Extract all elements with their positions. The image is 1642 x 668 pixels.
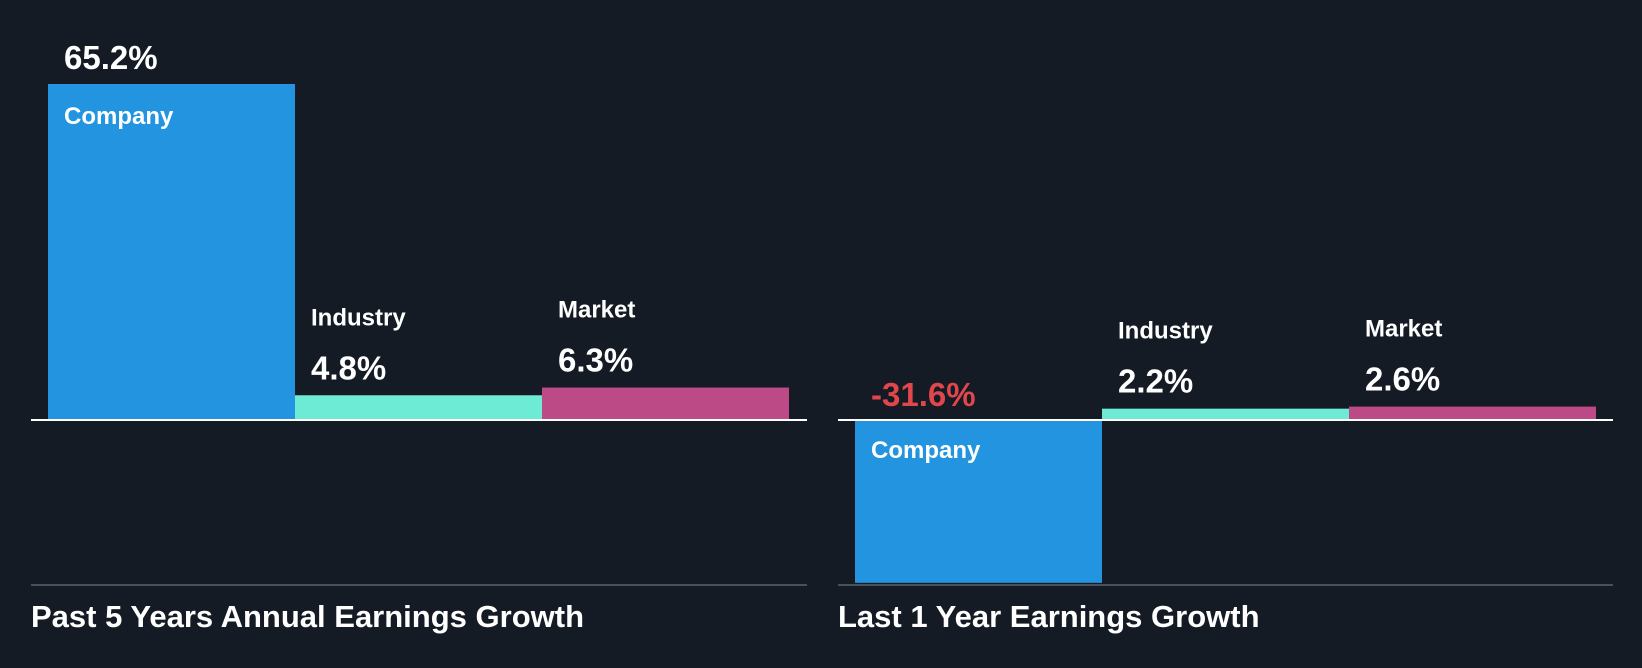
bar-industry xyxy=(1102,408,1349,420)
value-label-market: 2.6% xyxy=(1365,361,1440,398)
bar-industry xyxy=(295,395,542,420)
value-label-market: 6.3% xyxy=(558,342,633,379)
category-label-industry: Industry xyxy=(311,304,406,331)
category-label-company: Company xyxy=(64,103,174,130)
value-label-industry: 4.8% xyxy=(311,349,386,386)
chart-panel-1: 65.2% Company 4.8% Industry 6.3% Market Past 5… xyxy=(31,39,807,634)
value-label-company: -31.6% xyxy=(871,376,976,413)
chart-panel-2: -31.6% Company 2.2% Industry 2.6% Market Last … xyxy=(838,316,1613,634)
value-label-industry: 2.2% xyxy=(1118,363,1193,400)
category-label-market: Market xyxy=(558,297,635,324)
value-label-company: 65.2% xyxy=(64,39,158,76)
bar-market xyxy=(1349,406,1596,420)
bar-market xyxy=(542,387,789,420)
category-label-company: Company xyxy=(871,437,981,464)
bar-company xyxy=(48,84,295,420)
chart-title: Past 5 Years Annual Earnings Growth xyxy=(31,599,584,634)
chart-title: Last 1 Year Earnings Growth xyxy=(838,599,1260,634)
charts-layer: 65.2% Company 4.8% Industry 6.3% Market Past 5… xyxy=(31,39,1613,634)
category-label-market: Market xyxy=(1365,316,1442,343)
bar-company xyxy=(855,420,1102,583)
category-label-industry: Industry xyxy=(1118,318,1213,345)
